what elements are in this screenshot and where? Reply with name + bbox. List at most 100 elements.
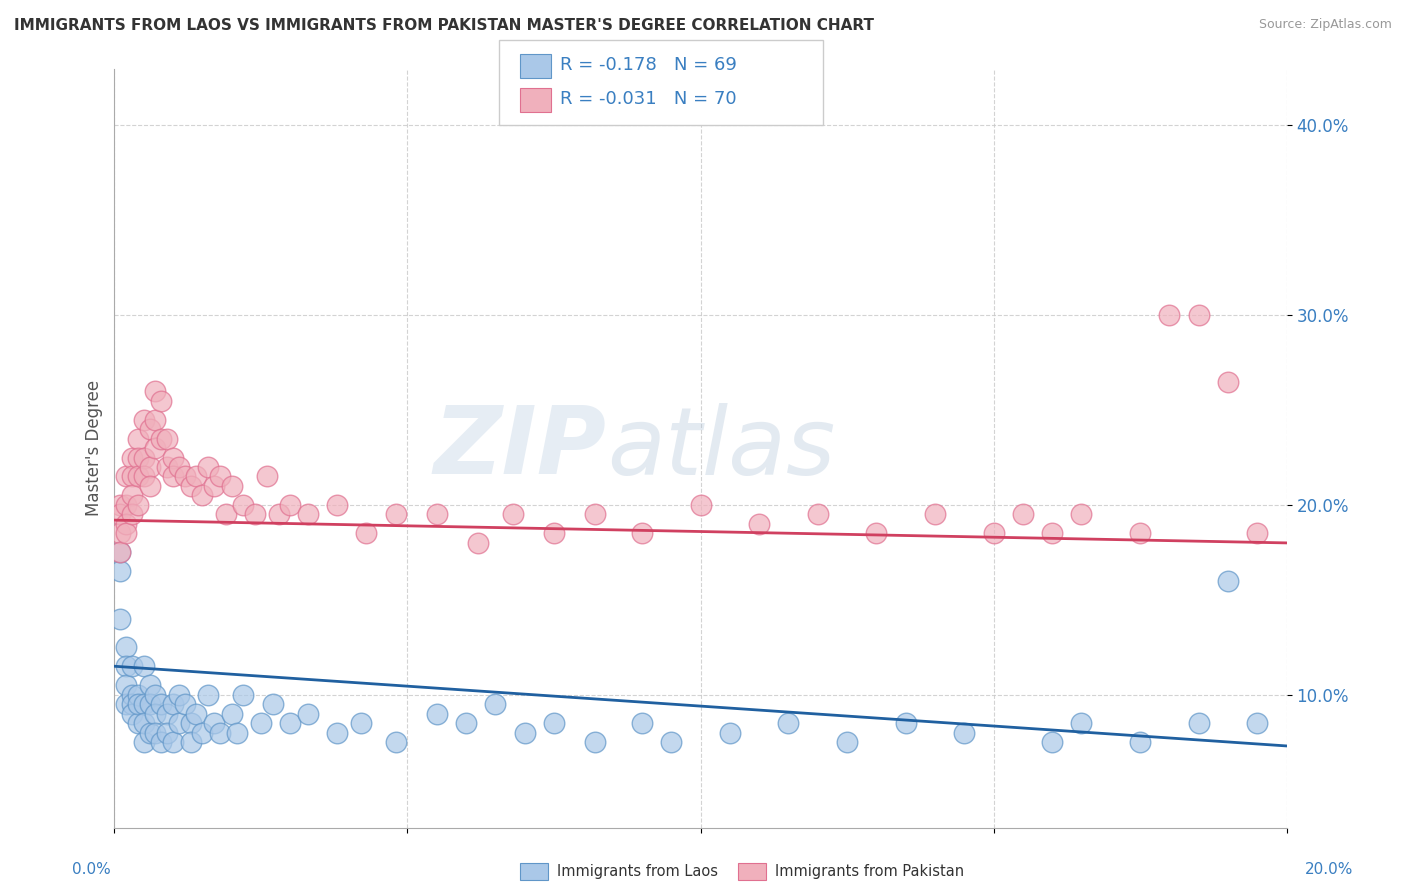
Point — [173, 469, 195, 483]
Point — [191, 488, 214, 502]
Point — [138, 460, 160, 475]
Point — [115, 659, 138, 673]
Point — [349, 716, 371, 731]
Point — [186, 469, 208, 483]
Point — [718, 725, 741, 739]
Text: R = -0.031   N = 70: R = -0.031 N = 70 — [560, 90, 737, 108]
Point — [162, 450, 184, 465]
Point — [1188, 308, 1211, 322]
Point — [326, 498, 349, 512]
Point — [202, 479, 225, 493]
Point — [502, 508, 524, 522]
Point — [180, 479, 202, 493]
Point — [156, 460, 179, 475]
Point — [426, 706, 449, 721]
Point — [1246, 716, 1268, 731]
Point — [243, 508, 266, 522]
Point — [150, 393, 173, 408]
Point — [127, 450, 149, 465]
Point — [326, 725, 349, 739]
Point — [167, 460, 190, 475]
Point — [145, 441, 167, 455]
Point — [197, 460, 219, 475]
Point — [983, 526, 1005, 541]
Point — [1129, 526, 1152, 541]
Point — [384, 508, 406, 522]
Point — [689, 498, 711, 512]
Point — [1159, 308, 1181, 322]
Point — [1129, 735, 1152, 749]
Point — [631, 526, 654, 541]
Point — [132, 469, 155, 483]
Point — [894, 716, 917, 731]
Point — [221, 479, 243, 493]
Point — [121, 469, 143, 483]
Point — [145, 706, 167, 721]
Point — [115, 640, 138, 655]
Point — [110, 545, 132, 559]
Point — [543, 716, 565, 731]
Point — [121, 659, 143, 673]
Point — [278, 716, 301, 731]
Point — [110, 508, 132, 522]
Point — [1188, 716, 1211, 731]
Point — [132, 735, 155, 749]
Point — [132, 450, 155, 465]
Point — [132, 659, 155, 673]
Point — [121, 706, 143, 721]
Point — [115, 526, 138, 541]
Point — [583, 508, 606, 522]
Point — [132, 697, 155, 711]
Point — [127, 469, 149, 483]
Point — [215, 508, 238, 522]
Point — [659, 735, 682, 749]
Point — [145, 384, 167, 398]
Point — [1246, 526, 1268, 541]
Point — [121, 450, 143, 465]
Text: IMMIGRANTS FROM LAOS VS IMMIGRANTS FROM PAKISTAN MASTER'S DEGREE CORRELATION CHA: IMMIGRANTS FROM LAOS VS IMMIGRANTS FROM … — [14, 18, 875, 33]
Point — [156, 725, 179, 739]
Point — [1216, 375, 1239, 389]
Point — [156, 432, 179, 446]
Point — [807, 508, 830, 522]
Point — [121, 488, 143, 502]
Point — [138, 422, 160, 436]
Point — [186, 706, 208, 721]
Point — [162, 469, 184, 483]
Point — [631, 716, 654, 731]
Point — [262, 697, 284, 711]
Text: 0.0%: 0.0% — [72, 863, 111, 877]
Text: 20.0%: 20.0% — [1305, 863, 1353, 877]
Point — [150, 432, 173, 446]
Point — [110, 545, 132, 559]
Point — [513, 725, 536, 739]
Point — [138, 725, 160, 739]
Point — [297, 706, 319, 721]
Point — [173, 697, 195, 711]
Point — [127, 432, 149, 446]
Point — [110, 498, 132, 512]
Point — [150, 735, 173, 749]
Point — [150, 697, 173, 711]
Point — [115, 498, 138, 512]
Point — [156, 706, 179, 721]
Point — [115, 469, 138, 483]
Point — [115, 697, 138, 711]
Point — [127, 697, 149, 711]
Text: Immigrants from Laos: Immigrants from Laos — [557, 864, 718, 879]
Point — [208, 725, 231, 739]
Point — [110, 565, 132, 579]
Point — [132, 716, 155, 731]
Point — [138, 678, 160, 692]
Text: Immigrants from Pakistan: Immigrants from Pakistan — [775, 864, 965, 879]
Point — [127, 688, 149, 702]
Text: R = -0.178   N = 69: R = -0.178 N = 69 — [560, 56, 737, 74]
Point — [127, 716, 149, 731]
Y-axis label: Master's Degree: Master's Degree — [86, 380, 103, 516]
Point — [1070, 716, 1092, 731]
Point — [145, 412, 167, 426]
Point — [226, 725, 249, 739]
Point — [384, 735, 406, 749]
Point — [467, 536, 489, 550]
Point — [924, 508, 946, 522]
